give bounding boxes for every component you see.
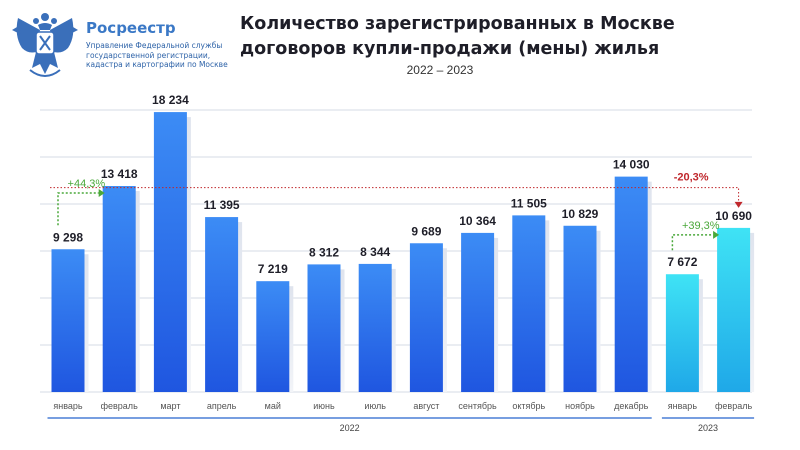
annotation-arrowhead — [98, 189, 105, 198]
chart-title-line: Количество зарегистрированных в Москве — [240, 14, 675, 34]
bar-3 — [205, 217, 239, 392]
category-label: август — [413, 401, 439, 411]
category-label: май — [265, 401, 281, 411]
bar-0 — [51, 249, 85, 392]
year-label: 2022 — [340, 423, 360, 433]
bar-9 — [512, 215, 546, 392]
rosreestr-eagle-logo — [10, 8, 80, 84]
bar-12 — [665, 274, 699, 392]
org-subtitle-line: Управление Федеральной службы — [86, 41, 223, 50]
category-label: декабрь — [614, 401, 649, 411]
category-label: февраль — [101, 401, 138, 411]
category-label: март — [160, 401, 180, 411]
category-label: сентябрь — [458, 401, 497, 411]
data-label: 8 312 — [309, 245, 339, 259]
category-label: февраль — [715, 401, 752, 411]
bar-2 — [153, 112, 187, 392]
annotation-arrow — [57, 192, 99, 226]
chart-subtitle: 2022 – 2023 — [406, 63, 474, 77]
category-label: октябрь — [512, 401, 545, 411]
org-subtitle-line: кадастра и картографии по Москве — [86, 60, 228, 69]
bar-1 — [102, 186, 136, 392]
data-label: 11 395 — [204, 198, 240, 212]
annotation-arrowhead — [713, 230, 720, 239]
data-label: 18 234 — [152, 93, 189, 107]
chart-title-line: договоров купли-продажи (мены) жилья — [240, 39, 660, 59]
data-label: 8 344 — [360, 245, 390, 259]
data-label: 10 364 — [459, 214, 496, 228]
chart-title: Количество зарегистрированных в Москве д… — [240, 12, 675, 62]
annotation-label: +39,3% — [682, 220, 720, 232]
category-label: апрель — [207, 401, 237, 411]
data-label: 14 030 — [613, 158, 650, 172]
annotation-arrow — [671, 234, 714, 251]
data-label: 13 418 — [101, 167, 138, 181]
bar-4 — [256, 281, 290, 392]
category-label: январь — [53, 401, 83, 411]
bar-10 — [563, 225, 597, 392]
data-label: 7 672 — [667, 255, 697, 269]
data-label: 10 690 — [715, 209, 752, 223]
annotation-arrowhead — [734, 201, 743, 208]
bar-13 — [717, 227, 751, 392]
data-label: 7 219 — [258, 262, 288, 276]
category-label: январь — [668, 401, 698, 411]
bar-8 — [461, 232, 495, 392]
year-label: 2023 — [698, 423, 718, 433]
annotation-label: -20,3% — [674, 172, 709, 184]
data-label: 11 505 — [511, 196, 547, 210]
bar-5 — [307, 264, 341, 392]
category-label: июнь — [313, 401, 335, 411]
category-label: июль — [364, 401, 386, 411]
annotation-label: +44,3% — [68, 178, 106, 190]
bar-6 — [358, 263, 392, 392]
data-label: 9 689 — [411, 224, 441, 238]
org-name: Росреестр — [86, 19, 176, 37]
data-label: 9 298 — [53, 230, 83, 244]
bar-11 — [614, 176, 648, 392]
data-label: 10 829 — [562, 207, 599, 221]
category-label: ноябрь — [565, 401, 595, 411]
org-subtitle: Управление Федеральной службы государств… — [86, 41, 256, 70]
org-subtitle-line: государственной регистрации, — [86, 50, 211, 60]
bar-7 — [409, 243, 443, 392]
